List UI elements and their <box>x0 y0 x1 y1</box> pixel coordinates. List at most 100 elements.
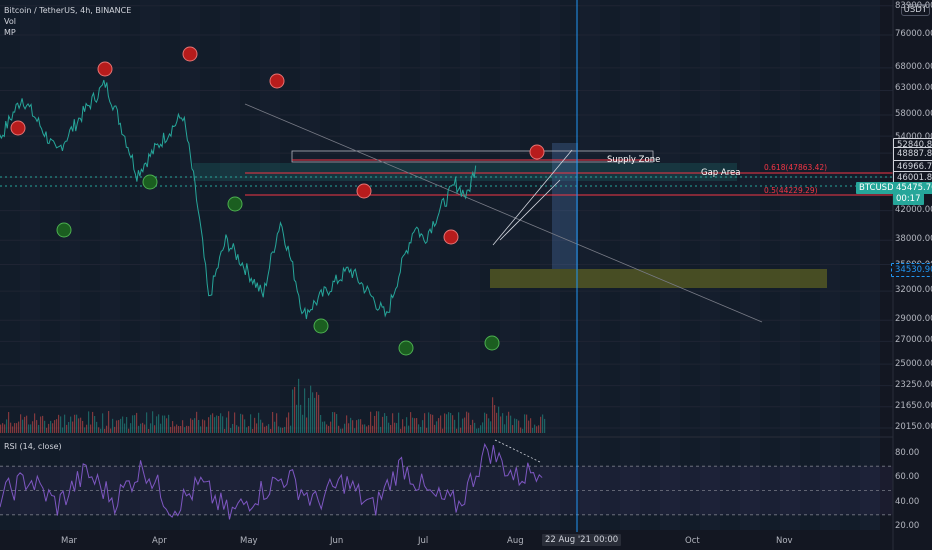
volume-bar <box>132 415 134 433</box>
volume-bar <box>32 421 34 433</box>
volume-bar <box>50 420 52 433</box>
volume-bar <box>462 418 464 433</box>
price-tick-label: 54000.00 <box>895 132 932 142</box>
volume-bar <box>162 415 164 433</box>
volume-bar <box>364 424 366 433</box>
volume-bar <box>270 428 272 433</box>
volume-bar <box>304 388 306 433</box>
volume-bar <box>542 414 544 433</box>
volume-bar <box>26 415 28 433</box>
volume-bar <box>108 411 110 433</box>
price-tag-34530: 34530.90 <box>891 263 932 277</box>
green-signal-marker <box>56 222 72 238</box>
volume-bar <box>496 412 498 433</box>
volume-bar <box>346 415 348 433</box>
volume-bar <box>316 392 318 433</box>
volume-bar <box>216 415 218 433</box>
volume-bar <box>502 413 504 433</box>
volume-bar <box>412 417 414 433</box>
volume-bar <box>518 420 520 433</box>
volume-bar <box>98 427 100 433</box>
symbol-title[interactable]: Bitcoin / TetherUS, 4h, BINANCE <box>4 6 132 15</box>
volume-bar <box>490 421 492 433</box>
mp-label: MP <box>4 28 16 37</box>
volume-bar <box>512 425 514 433</box>
time-tick-label: Mar <box>61 536 78 546</box>
volume-bar <box>416 418 418 433</box>
red-signal-marker <box>356 183 372 199</box>
volume-bar <box>178 426 180 433</box>
volume-bar <box>422 420 424 433</box>
volume-bar <box>60 416 62 433</box>
price-tick-label: 23250.00 <box>895 380 932 390</box>
volume-bar <box>58 414 60 433</box>
time-tick-label: Jul <box>418 536 429 546</box>
volume-bar <box>170 426 172 433</box>
volume-bar <box>118 420 120 433</box>
volume-bar <box>86 424 88 433</box>
rsi-tick-label: 20.00 <box>895 521 920 531</box>
volume-bar <box>402 419 404 433</box>
volume-bar <box>468 412 470 433</box>
volume-bar <box>354 428 356 433</box>
cursor-date-label: 22 Aug '21 00:00 <box>542 534 622 546</box>
trend-line <box>244 103 763 323</box>
volume-bar <box>338 425 340 433</box>
volume-bar <box>314 397 316 433</box>
volume-bar <box>526 414 528 433</box>
volume-bar <box>128 428 130 433</box>
volume-bar <box>430 414 432 433</box>
volume-bar <box>486 413 488 433</box>
volume-bar <box>300 404 302 433</box>
volume-bar <box>326 424 328 433</box>
price-tick-label: 58000.00 <box>895 109 932 119</box>
price-tick-label: 32000.00 <box>895 285 932 295</box>
volume-bar <box>102 413 104 433</box>
volume-bar <box>210 414 212 433</box>
volume-bar <box>296 404 298 433</box>
volume-bar <box>382 416 384 433</box>
volume-bar <box>208 417 210 433</box>
volume-bar <box>212 413 214 433</box>
volume-bar <box>194 418 196 433</box>
volume-bar <box>380 426 382 433</box>
time-tick-label: Nov <box>776 536 793 546</box>
fib-5-label: 0.5(44229.29) <box>764 186 818 195</box>
volume-bar <box>36 420 38 433</box>
volume-bar <box>362 424 364 433</box>
volume-bar <box>410 412 412 433</box>
volume-bar <box>540 416 542 433</box>
price-series-line <box>0 79 477 320</box>
volume-bar <box>164 415 166 433</box>
currency-badge[interactable]: USDT <box>900 4 930 16</box>
volume-bar <box>134 415 136 433</box>
volume-bar <box>306 417 308 433</box>
volume-bar <box>514 418 516 433</box>
volume-bar <box>220 413 222 433</box>
green-signal-marker <box>484 335 500 351</box>
volume-bar <box>334 412 336 433</box>
volume-bar <box>356 420 358 433</box>
volume-bar <box>532 427 534 433</box>
volume-bar <box>236 425 238 433</box>
volume-bar <box>10 422 12 433</box>
volume-bar <box>82 420 84 433</box>
volume-bar <box>122 416 124 433</box>
red-signal-marker <box>182 46 198 62</box>
volume-bar <box>232 423 234 433</box>
volume-bar <box>370 411 372 433</box>
volume-bar <box>404 426 406 433</box>
volume-bar <box>226 417 228 433</box>
red-signal-marker <box>529 144 545 160</box>
volume-bar <box>530 418 532 433</box>
volume-bar <box>198 419 200 433</box>
volume-bar <box>336 414 338 433</box>
volume-bar <box>262 422 264 433</box>
price-tick-label: 76000.00 <box>895 29 932 39</box>
volume-bar <box>40 416 42 433</box>
volume-bar <box>202 419 204 433</box>
volume-bar <box>64 414 66 433</box>
volume-bar <box>136 412 138 433</box>
supply-zone-box <box>291 150 654 163</box>
